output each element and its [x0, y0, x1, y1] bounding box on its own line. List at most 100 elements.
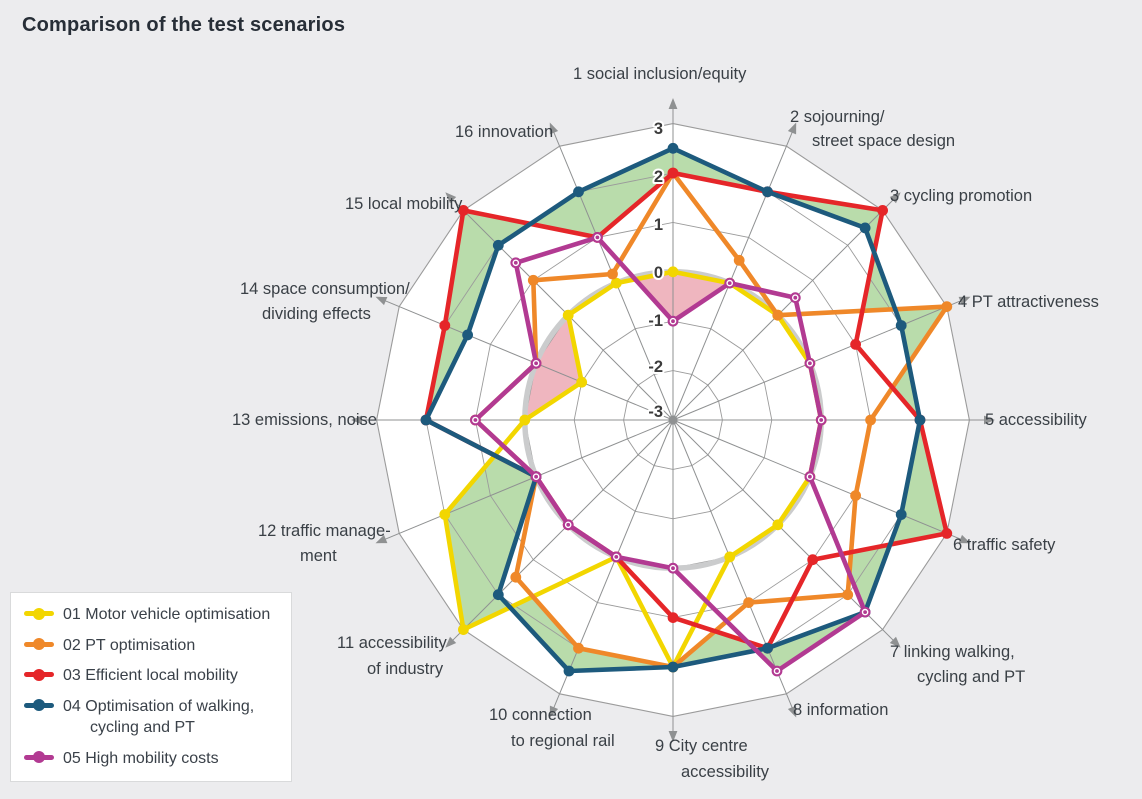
series-point [562, 309, 574, 321]
series-point [607, 268, 618, 280]
axis-label-2: street space design [812, 132, 955, 150]
axis-label-10: 10 connection [489, 706, 592, 724]
series-point [519, 414, 531, 426]
series-point [733, 254, 745, 266]
series-point-ring [726, 279, 734, 287]
series-point-ring [806, 359, 814, 367]
legend-item-02: 02 PT optimisation [24, 635, 278, 657]
axis-label-3: 3 cycling promotion [890, 187, 1032, 205]
axis-line-11 [451, 419, 674, 642]
legend-label: 02 PT optimisation [63, 636, 196, 654]
series-point-ring [669, 317, 677, 325]
series-point [530, 471, 542, 483]
series-point [530, 357, 542, 369]
series-point [563, 665, 575, 677]
axis-line-6 [672, 419, 963, 541]
axis-arrowhead-10 [549, 705, 559, 718]
series-point-ring [773, 667, 781, 675]
axis-arrowhead-6 [958, 534, 971, 544]
legend-label: 05 High mobility costs [63, 749, 219, 767]
radial-axes [351, 98, 995, 742]
legend-item-05: 05 High mobility costs [24, 748, 278, 770]
series-point [772, 309, 784, 321]
series-point-ring [594, 234, 601, 241]
axis-label-11: 11 accessibility [337, 634, 447, 652]
series-point [762, 642, 773, 654]
series-point [439, 509, 451, 520]
series-point-ring [817, 416, 825, 424]
axis-label-8: 8 information [793, 701, 888, 719]
series-point-ring [806, 473, 814, 481]
axis-label-7: cycling and PT [917, 668, 1025, 686]
legend-label: 04 Optimisation of walking, cycling and … [63, 697, 255, 737]
axis-line-10 [552, 419, 674, 710]
axis-arrowhead-5 [984, 415, 995, 425]
axis-arrowhead-11 [445, 636, 457, 648]
series-point-ring [564, 521, 572, 529]
series-point-ring [532, 359, 540, 367]
axis-label-14: 14 space consumption/ [240, 280, 410, 298]
series-point [807, 554, 819, 566]
axis-arrowhead-1 [668, 98, 678, 109]
series-point [914, 414, 926, 426]
series-point [510, 571, 522, 583]
axis-arrowhead-15 [445, 192, 457, 204]
series-point [772, 519, 784, 531]
axis-line-4 [672, 299, 963, 421]
axis-label-2: 2 sojourning/ [790, 108, 885, 126]
legend: 01 Motor vehicle optimisation 02 PT optim… [10, 592, 292, 782]
axis-label-6: 6 traffic safety [953, 536, 1056, 554]
series-point [573, 642, 584, 654]
series-point-ring [532, 473, 540, 481]
axis-label-16: 16 innovation [455, 123, 553, 141]
series-point [743, 597, 754, 608]
shading-below-reference [524, 271, 728, 418]
series-point-ring [792, 294, 799, 302]
series-point [850, 490, 861, 501]
axis-label-15: 15 local mobility [345, 195, 463, 213]
series-05 [470, 232, 871, 677]
series-point [667, 612, 679, 623]
axis-label-13: 13 emissions, noise [232, 411, 377, 429]
series-point [610, 551, 622, 563]
series-point [667, 266, 679, 278]
series-point [865, 414, 876, 426]
axis-label-5: 5 accessibility [985, 411, 1088, 429]
axis-arrowhead-8 [787, 705, 797, 718]
series-point [941, 528, 953, 539]
series-point [667, 315, 679, 327]
axis-arrowhead-3 [889, 192, 901, 204]
legend-swatch-icon [24, 668, 54, 681]
axis-label-12: ment [300, 547, 337, 565]
legend-item-04: 04 Optimisation of walking, cycling and … [24, 696, 278, 739]
legend-swatch-icon [24, 607, 54, 620]
series-point [492, 239, 504, 251]
tick-label--2: -2 [648, 358, 663, 376]
series-point [724, 277, 736, 289]
series-point [771, 665, 783, 677]
series-point [562, 519, 574, 531]
legend-swatch-icon [24, 638, 54, 651]
legend-item-01: 01 Motor vehicle optimisation [24, 604, 278, 626]
axis-label-7: 7 linking walking, [890, 643, 1015, 661]
series-point [610, 277, 622, 289]
series-point [492, 589, 504, 601]
series-point [762, 186, 773, 198]
axis-label-9: accessibility [681, 763, 770, 781]
axis-line-3 [672, 198, 895, 421]
series-point [804, 471, 816, 483]
series-point [667, 167, 679, 179]
legend-item-03: 03 Efficient local mobility [24, 665, 278, 687]
series-point [850, 339, 861, 350]
axis-label-10: to regional rail [511, 732, 615, 750]
axis-arrowhead-7 [889, 636, 901, 648]
axis-arrowhead-12 [375, 534, 388, 544]
series-point [941, 301, 953, 312]
series-point-ring [861, 608, 869, 616]
series-point [789, 292, 801, 304]
axis-label-14: dividing effects [262, 305, 371, 323]
series-point [859, 606, 871, 618]
axis-line-12 [383, 419, 674, 541]
series-point [462, 329, 473, 341]
series-point [470, 414, 481, 426]
